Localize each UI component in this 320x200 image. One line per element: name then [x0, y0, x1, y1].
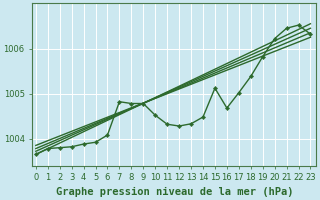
X-axis label: Graphe pression niveau de la mer (hPa): Graphe pression niveau de la mer (hPa)	[56, 186, 293, 197]
